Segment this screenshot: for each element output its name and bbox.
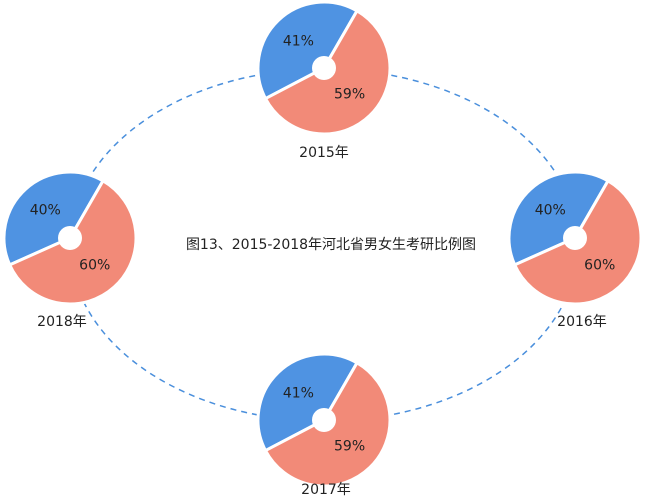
value-label: 59% (334, 87, 365, 103)
pie-title: 2015年 (299, 145, 349, 161)
chart-title: 图13、2015-2018年河北省男女生考研比例图 (186, 236, 476, 253)
pie-slice (256, 0, 360, 101)
pie-hole (312, 56, 336, 80)
value-label: 41% (283, 385, 314, 401)
pie-title: 2016年 (557, 314, 607, 330)
value-label: 60% (584, 257, 615, 273)
value-label: 59% (334, 439, 365, 455)
pie-title: 2017年 (301, 482, 351, 498)
pie-slice (256, 352, 360, 453)
value-label: 40% (535, 203, 566, 219)
value-label: 60% (79, 257, 110, 273)
pie-hole (312, 408, 336, 432)
pie-slice (507, 170, 611, 267)
value-label: 40% (30, 203, 61, 219)
pie-slice (2, 170, 106, 267)
pie-hole (563, 226, 587, 250)
pie-title: 2018年 (37, 314, 87, 330)
value-label: 41% (283, 33, 314, 49)
pie-hole (58, 226, 82, 250)
